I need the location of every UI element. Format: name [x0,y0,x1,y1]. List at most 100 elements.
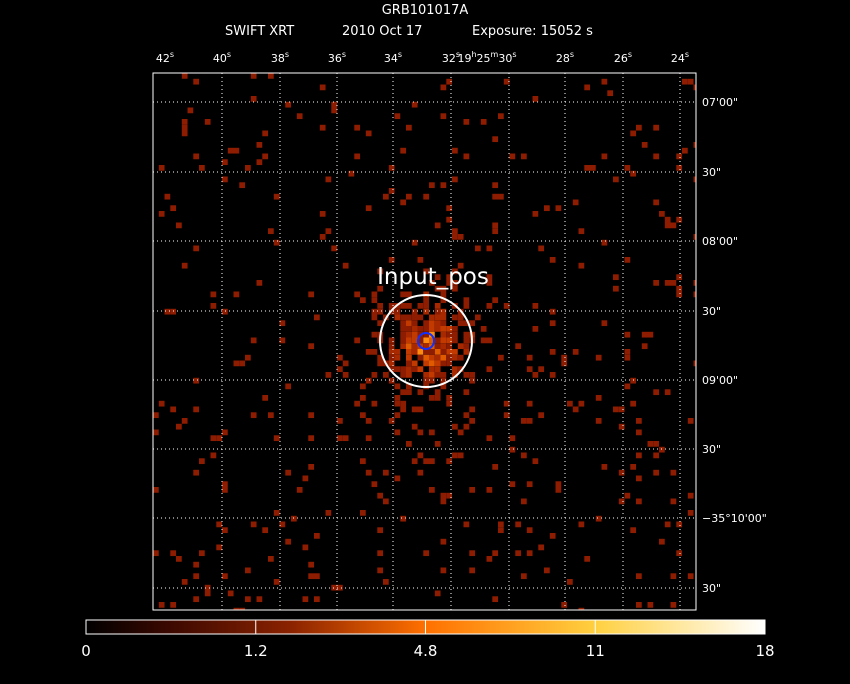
pixel [302,596,309,603]
source-label: Input_pos [377,264,489,290]
pixel [164,308,171,315]
pixel [193,596,200,603]
pixel [400,343,407,350]
pixel [204,119,211,125]
pixel [538,245,545,252]
pixel [509,446,516,453]
pixel [676,521,683,528]
pixel [417,326,424,332]
pixel [440,337,447,344]
pixel [434,326,441,332]
pixel [411,308,418,315]
pixel [498,113,504,120]
pixel [446,326,453,332]
pixel [308,464,315,470]
pixel [457,234,464,240]
pixel [181,124,188,131]
pixel [423,326,430,332]
pixel [630,170,637,177]
pixel [153,429,159,436]
pixel [532,211,539,217]
pixel [262,153,269,160]
pixel [434,389,441,396]
source-region [379,294,473,388]
pixel [342,360,349,367]
pixel [532,372,539,378]
pixel [446,360,453,367]
pixel [446,395,453,401]
pixel [406,124,412,131]
pixel [630,400,637,407]
pixel [457,354,464,361]
pixel [256,596,263,603]
pixel [676,285,683,292]
pixel [371,308,378,315]
pixel [463,521,470,528]
pixel [521,498,527,505]
coordinate-grid [153,73,696,610]
pixel [601,464,608,470]
pixel [486,556,493,562]
pixel [388,360,395,367]
pixel [693,280,696,286]
pixel [452,285,458,292]
pixel [492,228,499,235]
pixel [463,389,470,396]
pixel [503,78,510,85]
pixel [285,538,292,545]
pixel [636,124,642,131]
ra-label-value: 30 [498,52,512,65]
pixel [394,383,401,390]
colorbar-label: 18 [755,642,774,660]
pixel [394,475,401,482]
pixel [388,377,395,384]
pixel [193,377,200,384]
pixel [406,354,412,361]
pixel [417,469,424,476]
pixel [325,228,332,235]
pixel [532,96,539,102]
pixel [463,372,470,378]
pixel [199,165,205,171]
pixel [492,596,499,603]
pixel [446,78,453,85]
pixel [578,607,585,610]
pixel [233,291,240,298]
pixel [595,395,602,401]
pixel [285,383,292,390]
pixel [394,349,401,355]
pixel [314,596,320,603]
pixel [181,418,188,424]
pixel [457,452,464,459]
pixel [383,469,389,476]
pixel [659,211,665,217]
pixel [670,573,677,580]
pixel [670,222,677,229]
pixel [222,308,228,315]
pixel [624,331,631,338]
pixel [440,343,447,350]
pixel [664,280,671,286]
pixel [222,159,228,166]
pixel [204,584,211,591]
pixel [262,130,269,137]
ra-label-value: 32 [442,52,456,65]
pixel [388,366,395,373]
pixel [417,337,424,344]
pixel [549,308,556,315]
pixel [199,550,205,557]
pixel [285,469,292,476]
ra-label-value: 34 [384,52,398,65]
pixel [480,119,487,125]
pixel [411,239,418,246]
pixel [406,389,412,396]
ra-label: 19h25m30s [457,50,516,65]
pixel [440,291,447,298]
pixel [394,400,401,407]
pixel [360,383,366,390]
pixel [400,331,407,338]
pixel [429,354,435,361]
pixel [406,193,412,200]
pixel [417,314,424,321]
pixel [503,412,510,419]
